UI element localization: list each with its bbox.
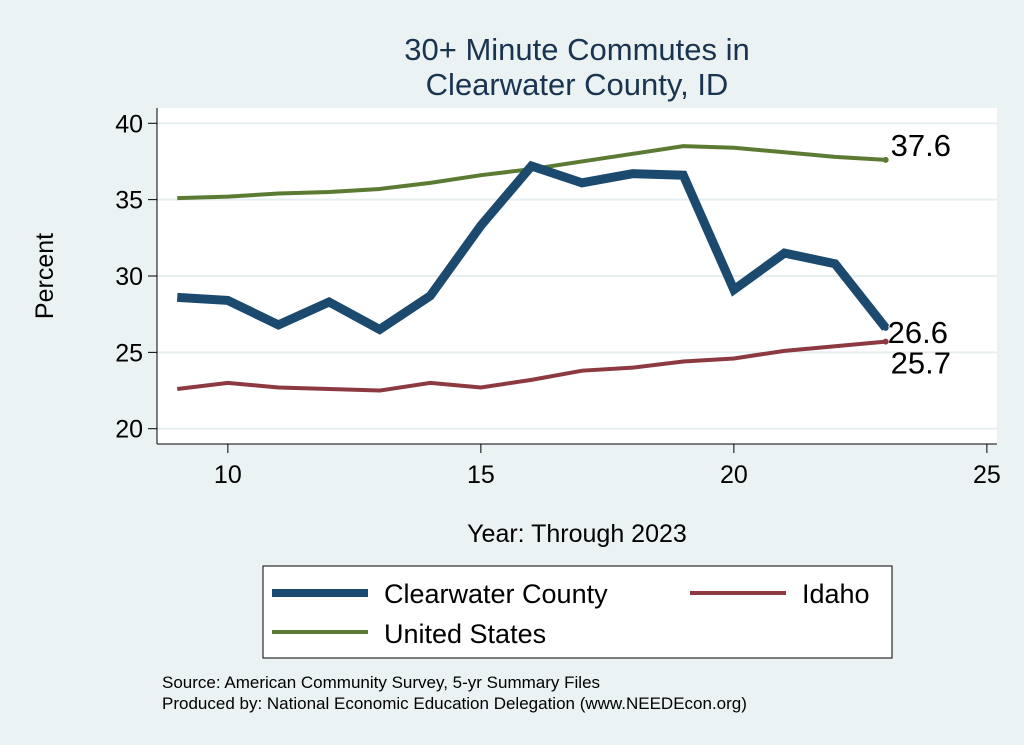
chart-title-line-2: Clearwater County, ID [426,67,729,102]
legend-label-united-states: United States [384,619,546,649]
y-tick-label-40: 40 [115,110,143,138]
x-tick-label-15: 15 [467,461,495,489]
y-tick-label-20: 20 [115,416,143,444]
legend-label-clearwater-county: Clearwater County [384,579,608,609]
gridlines [157,122,997,430]
end-marker-clearwater-county [882,324,889,331]
legend-label-idaho: Idaho [802,579,870,609]
source-note: Source: American Community Survey, 5-yr … [162,673,600,692]
y-tick-label-35: 35 [115,187,143,215]
x-axis-ticks: 10 15 20 25 [214,444,1001,489]
x-tick-label-10: 10 [214,461,242,489]
y-axis-label: Percent [31,233,59,319]
series-layer [176,144,890,393]
end-marker-united-states [882,156,889,163]
series-line-idaho [177,339,886,393]
end-labels: 26.625.7 37.6 [888,128,951,381]
series-line-clearwater-county [176,160,890,335]
end-label-idaho: 25.7 [891,346,951,381]
end-marker-idaho [882,338,889,345]
y-tick-label-25: 25 [115,339,143,367]
chart-title-line-1: 30+ Minute Commutes in [404,32,749,67]
end-label-united-states: 37.6 [891,128,951,163]
x-axis-label: Year: Through 2023 [467,520,687,548]
produced-by-note: Produced by: National Economic Education… [162,694,747,713]
y-axis-ticks: 20 25 30 35 40 [115,110,157,444]
x-tick-label-25: 25 [973,461,1001,489]
y-tick-label-30: 30 [115,263,143,291]
x-tick-label-20: 20 [720,461,748,489]
end-label-clearwater-county: 26.6 [888,315,948,350]
legend-box [262,565,893,659]
